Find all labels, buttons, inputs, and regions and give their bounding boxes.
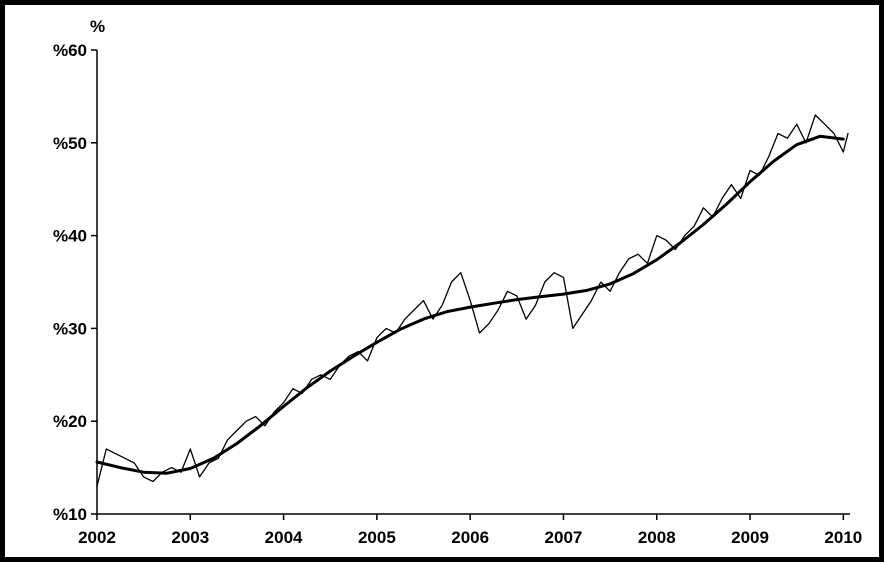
y-tick-label: %60 (53, 41, 87, 60)
x-tick-label: 2004 (265, 528, 303, 547)
data-line (96, 114, 849, 487)
axes (96, 50, 850, 515)
y-tick-label: %20 (53, 412, 87, 431)
x-tick-label: 2003 (171, 528, 209, 547)
trend-line (95, 134, 845, 475)
x-tick-label: 2002 (78, 528, 116, 547)
y-axis-ticks: %10 %20 %30 %40 %50 %60 (53, 41, 97, 524)
x-tick-label: 2009 (731, 528, 769, 547)
x-tick-label: 2010 (824, 528, 862, 547)
x-tick-label: 2006 (451, 528, 489, 547)
y-tick-label: %50 (53, 134, 87, 153)
y-tick-label: %30 (53, 319, 87, 338)
x-tick-label: 2008 (638, 528, 676, 547)
y-tick-label: %40 (53, 227, 87, 246)
x-axis-ticks: 2002 2003 2004 2005 2006 2007 2008 2009 2010 (78, 514, 862, 547)
y-axis-label: % (90, 17, 105, 36)
x-tick-label: 2007 (545, 528, 583, 547)
plot-lines (95, 114, 849, 487)
x-tick-label: 2005 (358, 528, 396, 547)
y-tick-label: %10 (53, 505, 87, 524)
